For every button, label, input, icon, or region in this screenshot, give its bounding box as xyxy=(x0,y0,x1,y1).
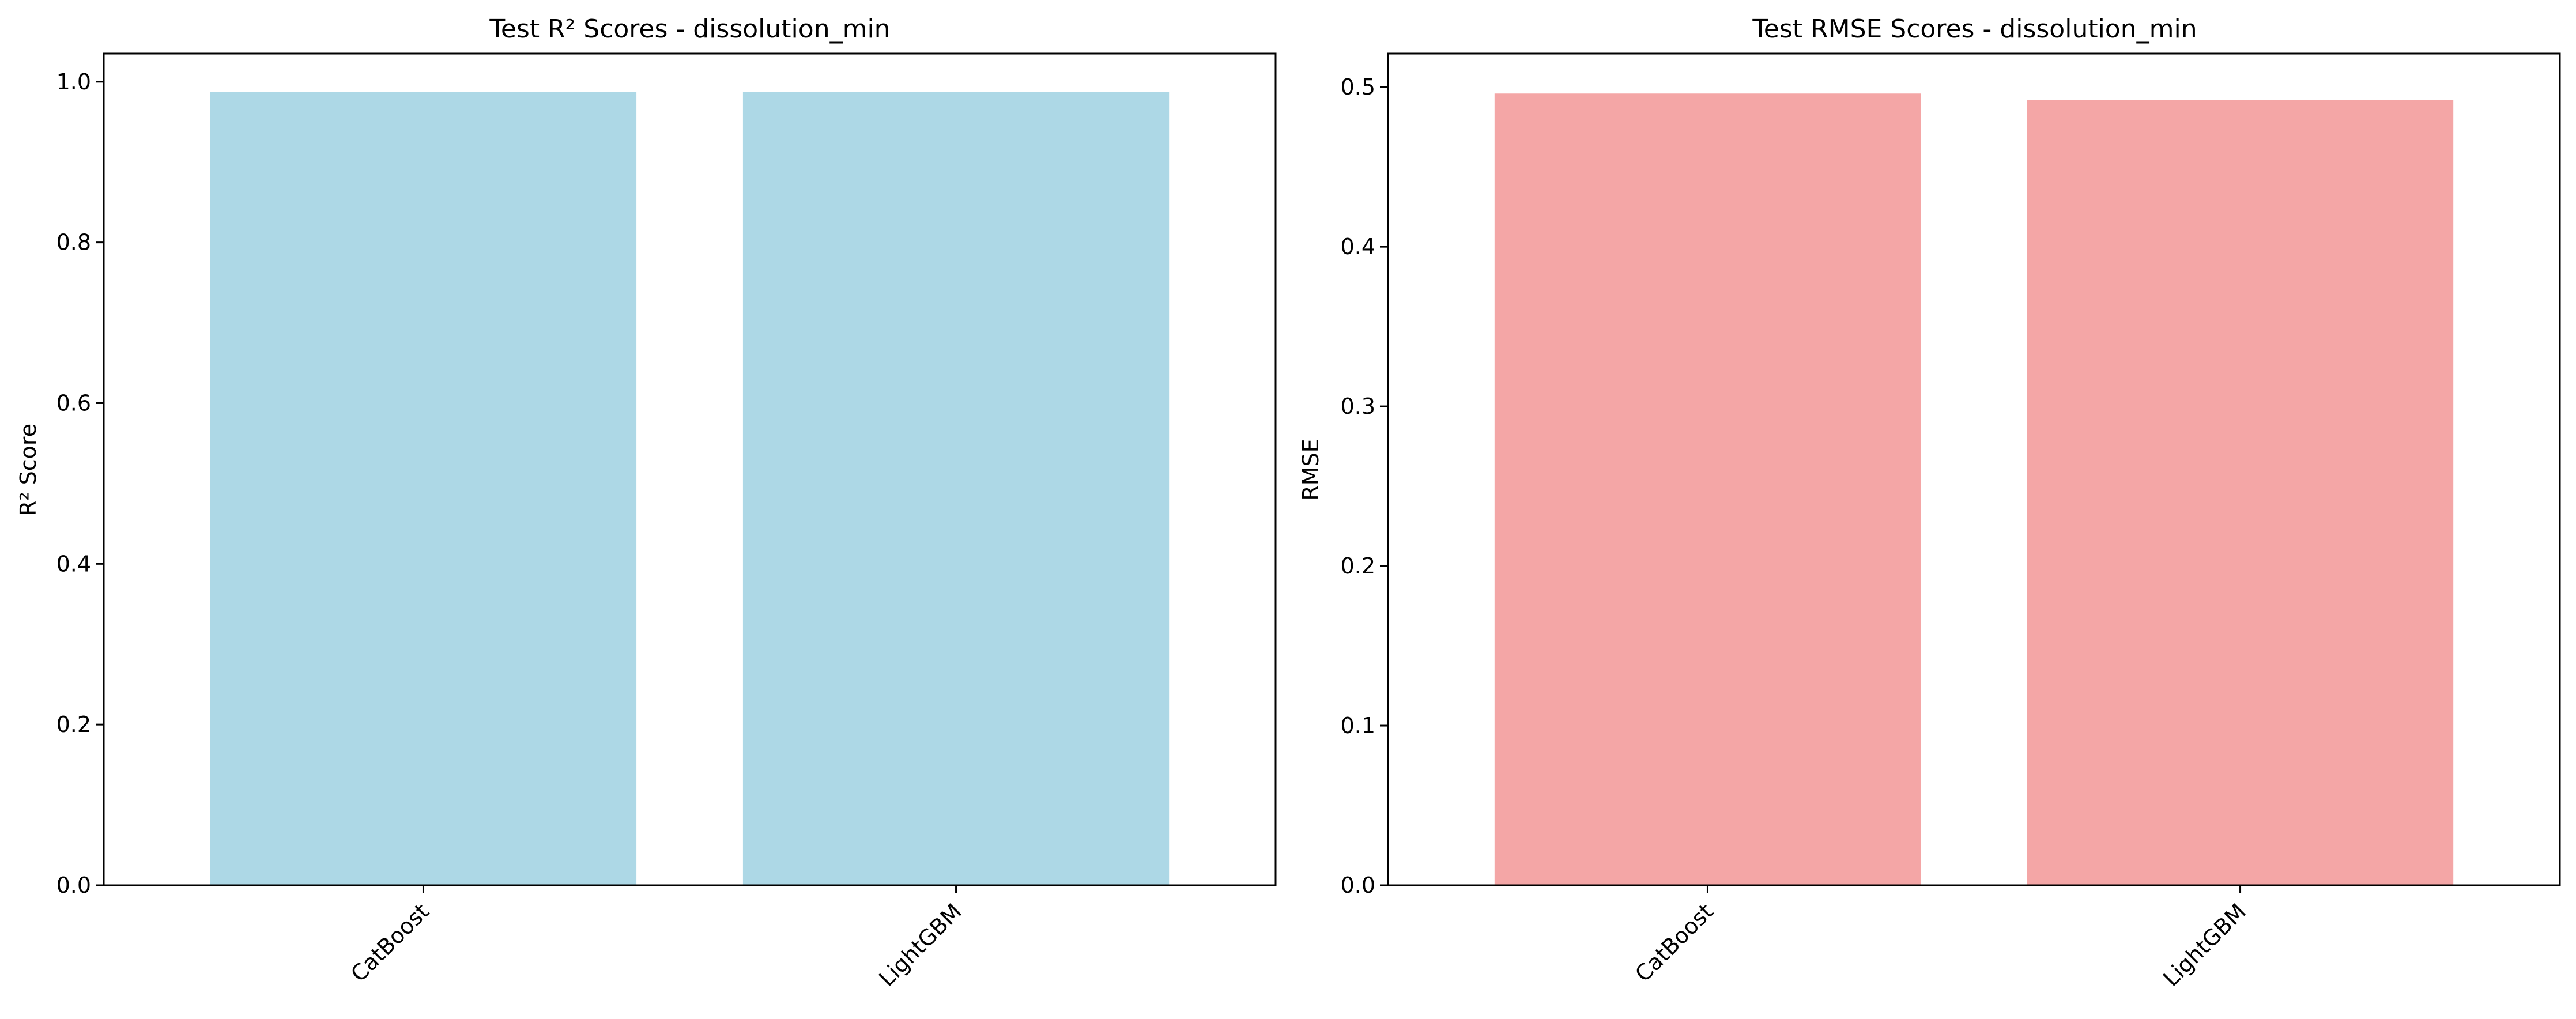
rmse-y-ticks: 0.0 0.1 0.2 0.3 0.4 0.5 xyxy=(1341,74,1388,898)
r2-y-tick-label: 0.4 xyxy=(56,551,91,576)
rmse-bar-catboost xyxy=(1494,93,1921,886)
r2-chart-title: Test R² Scores - dissolution_min xyxy=(489,14,890,44)
rmse-y-tick-label: 0.5 xyxy=(1341,74,1375,100)
rmse-bar-lightgbm xyxy=(2027,100,2454,885)
rmse-y-tick-label: 0.4 xyxy=(1341,234,1375,259)
rmse-y-tick-label: 0.1 xyxy=(1341,713,1375,738)
rmse-y-tick-label: 0.3 xyxy=(1341,394,1375,419)
r2-y-tick-label: 1.0 xyxy=(56,69,91,95)
r2-y-tick-label: 0.2 xyxy=(56,712,91,737)
r2-bar-lightgbm xyxy=(742,92,1170,885)
r2-bars xyxy=(210,92,1170,885)
r2-y-ticks: 0.0 0.2 0.4 0.6 0.8 1.0 xyxy=(56,69,104,898)
r2-bar-catboost xyxy=(210,92,637,885)
rmse-bars xyxy=(1494,93,2454,886)
rmse-y-tick-label: 0.2 xyxy=(1341,553,1375,579)
r2-y-tick-label: 0.6 xyxy=(56,390,91,416)
r2-y-axis-label: R² Score xyxy=(16,424,41,516)
r2-y-tick-label: 0.8 xyxy=(56,230,91,255)
rmse-y-tick-label: 0.0 xyxy=(1341,873,1375,898)
r2-y-tick-label: 0.0 xyxy=(56,873,91,898)
r2-plot-frame xyxy=(103,52,1277,886)
rmse-y-axis-label: RMSE xyxy=(1298,439,1323,500)
r2-chart-panel: Test R² Scores - dissolution_min R² Scor… xyxy=(16,14,1277,991)
rmse-chart-title: Test RMSE Scores - dissolution_min xyxy=(1752,14,2197,44)
rmse-chart-panel: Test RMSE Scores - dissolution_min RMSE … xyxy=(1298,14,2561,991)
rmse-plot-frame xyxy=(1387,52,2561,886)
